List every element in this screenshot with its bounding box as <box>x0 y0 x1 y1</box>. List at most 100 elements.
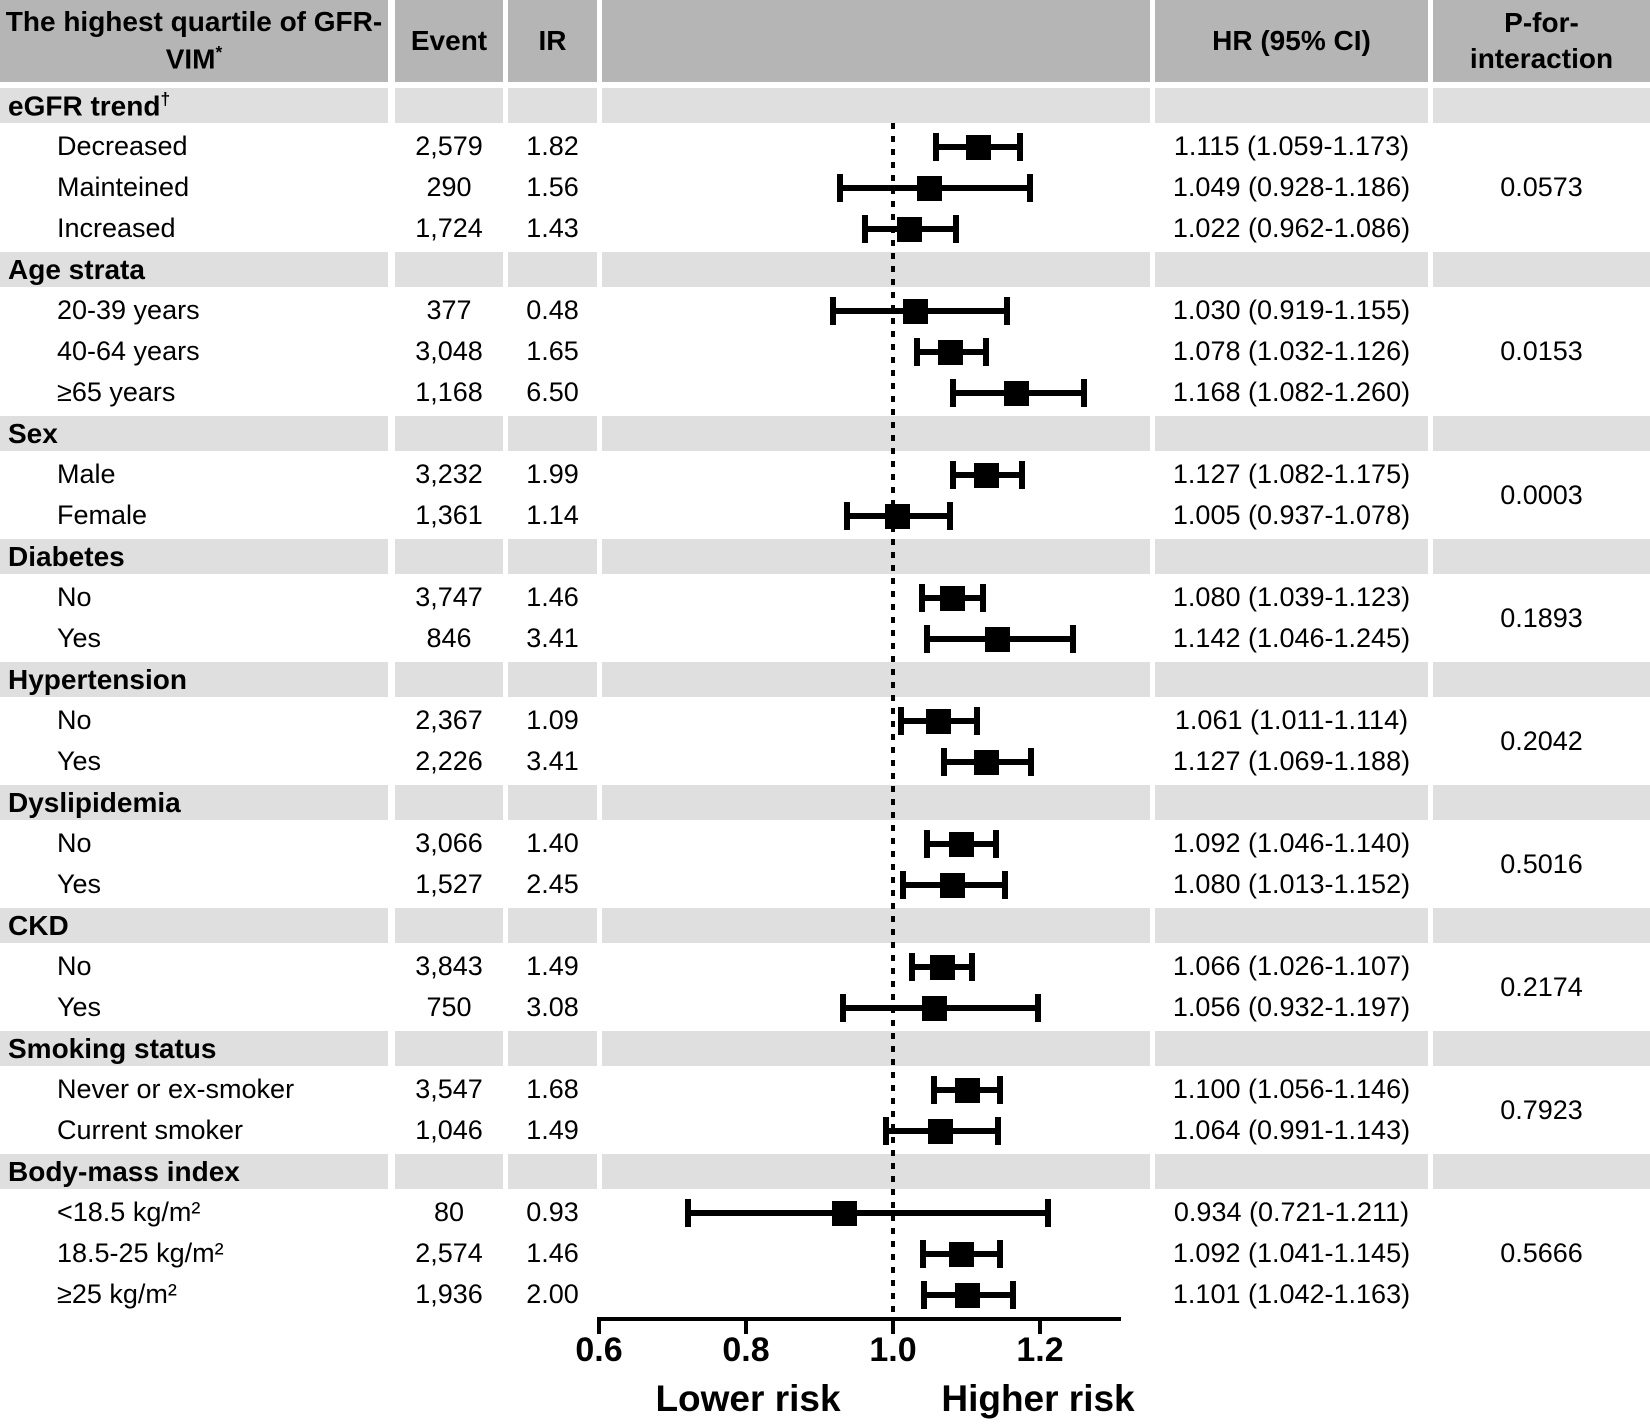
event-value: 80 <box>433 1197 465 1227</box>
hr-point-marker <box>948 1241 974 1267</box>
hr-point-marker <box>884 503 910 529</box>
ir-value: 1.43 <box>526 213 579 243</box>
row-label: 18.5-25 kg/m² <box>57 1238 224 1268</box>
row-label: No <box>57 705 92 735</box>
row-label: No <box>57 951 92 981</box>
section-title: Sex <box>8 417 58 449</box>
event-value: 3,048 <box>415 336 483 366</box>
section-empty-cell <box>508 662 597 697</box>
ci-cap-right <box>1017 132 1024 161</box>
hr-point-marker <box>832 1200 858 1226</box>
ci-cap-right <box>973 706 980 735</box>
section-row: CKD <box>0 905 1650 946</box>
event-value: 3,066 <box>415 828 483 858</box>
section-row: Smoking status <box>0 1028 1650 1069</box>
ci-cap-right <box>980 583 987 612</box>
section-empty-cell <box>508 1154 597 1189</box>
hr-point-marker <box>939 872 965 898</box>
section-empty-cell <box>602 539 1150 574</box>
ci-cap-right <box>996 1239 1003 1268</box>
event-value: 290 <box>426 172 472 202</box>
table-row: 20-39 years 377 0.48 1.030 (0.919-1.155) <box>0 290 1650 331</box>
section-empty-cell <box>508 1031 597 1066</box>
table-row: No 2,367 1.09 1.061 (1.011-1.114) <box>0 700 1650 741</box>
event-value: 2,226 <box>415 746 483 776</box>
table-row: No 3,066 1.40 1.092 (1.046-1.140) <box>0 823 1650 864</box>
hr-point-marker <box>903 298 929 324</box>
x-axis-tick <box>1038 1317 1042 1334</box>
column-header-hr-ci: HR (95% CI) <box>1155 0 1428 82</box>
section-title-superscript: † <box>160 88 171 109</box>
section-empty-cell <box>395 539 503 574</box>
p-for-interaction-value: 0.0153 <box>1500 336 1583 366</box>
section-title-cell: Smoking status <box>0 1031 388 1066</box>
ir-value: 1.14 <box>526 500 579 530</box>
reference-dotted-line <box>891 123 895 1317</box>
higher-risk-label: Higher risk <box>941 1378 1135 1419</box>
ir-value: 1.49 <box>526 1115 579 1145</box>
ci-cap-left <box>862 214 869 243</box>
column-header-subgroup: The highest quartile of GFR-VIM* <box>0 0 388 82</box>
ci-cap-right <box>947 501 954 530</box>
lower-risk-label: Lower risk <box>655 1378 841 1419</box>
ci-cap-left <box>940 747 947 776</box>
x-axis-line <box>599 1317 1121 1321</box>
event-value: 3,232 <box>415 459 483 489</box>
section-empty-cell <box>1433 1031 1650 1066</box>
p-for-interaction-value: 0.2042 <box>1500 725 1583 756</box>
hr-point-marker <box>985 626 1011 652</box>
ir-value: 3.41 <box>526 623 579 653</box>
ir-value: 1.65 <box>526 336 579 366</box>
section-row: Age strata <box>0 249 1650 290</box>
section-empty-cell <box>508 416 597 451</box>
ci-cap-right <box>997 1075 1004 1104</box>
section-empty-cell <box>602 1154 1150 1189</box>
p-for-interaction-value: 0.0573 <box>1500 172 1583 202</box>
hr-ci-value: 1.064 (0.991-1.143) <box>1172 1115 1411 1145</box>
section-empty-cell <box>508 252 597 287</box>
ir-value: 6.50 <box>526 377 579 407</box>
hr-ci-value: 1.022 (0.962-1.086) <box>1172 213 1411 243</box>
column-header-p-for-interaction: P-for-interaction <box>1433 0 1650 82</box>
hr-point-marker <box>948 831 974 857</box>
ir-value: 1.68 <box>526 1074 579 1104</box>
ci-cap-left <box>684 1198 691 1227</box>
row-label: No <box>57 828 92 858</box>
hr-ci-value: 0.934 (0.721-1.211) <box>1173 1197 1410 1227</box>
ci-cap-left <box>837 173 844 202</box>
section-empty-cell <box>1433 662 1650 697</box>
x-axis-tick-label: 0.6 <box>575 1331 623 1369</box>
section-empty-cell <box>395 252 503 287</box>
hr-point-marker <box>939 585 965 611</box>
table-row: Yes 1,527 2.45 1.080 (1.013-1.152) <box>0 864 1650 905</box>
section-empty-cell <box>1155 88 1428 123</box>
event-value: 3,843 <box>415 951 483 981</box>
hr-ci-value: 1.080 (1.039-1.123) <box>1172 582 1411 612</box>
column-header-ir: IR <box>508 0 597 82</box>
section-empty-cell <box>602 908 1150 943</box>
row-label: Female <box>57 500 148 530</box>
hr-point-marker <box>1004 380 1030 406</box>
event-value: 2,367 <box>415 705 483 735</box>
ci-cap-right <box>1009 1280 1016 1309</box>
table-row: ≥65 years 1,168 6.50 1.168 (1.082-1.260) <box>0 372 1650 413</box>
hr-ci-value: 1.056 (0.932-1.197) <box>1172 992 1411 1022</box>
ci-cap-left <box>950 460 957 489</box>
section-title: Body-mass index <box>8 1155 240 1187</box>
section-empty-cell <box>1155 539 1428 574</box>
row-label: Decreased <box>57 131 188 161</box>
ir-value: 2.45 <box>526 869 579 899</box>
section-row: Dyslipidemia <box>0 782 1650 823</box>
section-empty-cell <box>602 252 1150 287</box>
event-value: 1,046 <box>415 1115 483 1145</box>
event-value: 1,168 <box>415 377 483 407</box>
section-empty-cell <box>602 662 1150 697</box>
section-title: eGFR trend† <box>8 88 171 122</box>
ci-cap-left <box>898 706 905 735</box>
section-title: Age strata <box>8 253 145 285</box>
table-row: No 3,747 1.46 1.080 (1.039-1.123) <box>0 577 1650 618</box>
section-title-cell: CKD <box>0 908 388 943</box>
hr-ci-value: 1.092 (1.046-1.140) <box>1172 828 1411 858</box>
ci-cap-left <box>950 378 957 407</box>
